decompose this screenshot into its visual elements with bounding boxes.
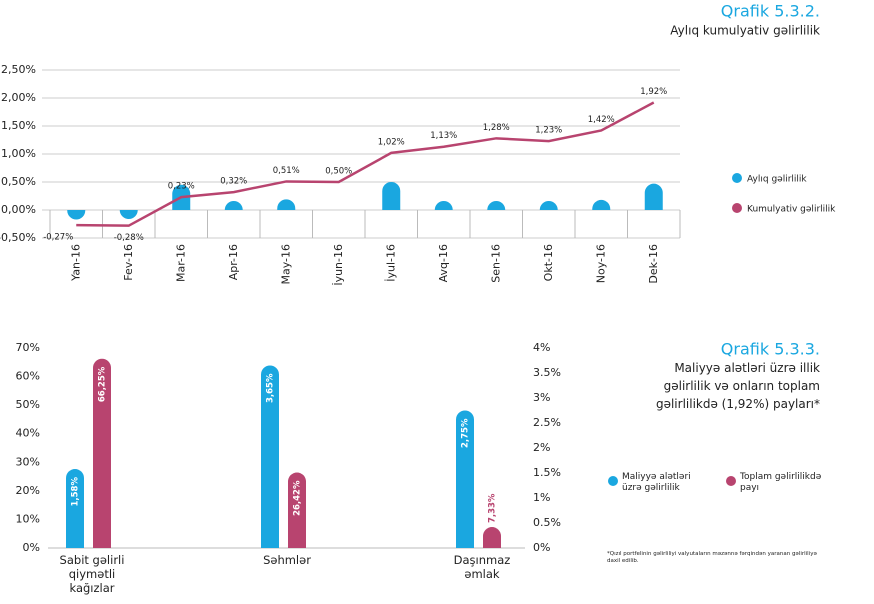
x-tick-label: Noy-16	[594, 244, 607, 283]
x-tick-label: Mar-16	[174, 244, 187, 282]
y-tick-label: 1,00%	[1, 147, 36, 160]
x-tick-label: Apr-16	[227, 244, 240, 280]
data-label: 0,23%	[168, 182, 195, 192]
bar	[119, 210, 138, 219]
x-tick-label: Okt-16	[542, 244, 555, 281]
x-tick-label: Sen-16	[489, 244, 502, 283]
data-label: 0,32%	[220, 177, 247, 187]
y-tick-label: 60%	[16, 370, 40, 383]
y2-tick-label: 1.5%	[533, 466, 561, 479]
y-tick-label: 0,00%	[1, 203, 36, 216]
bar	[487, 201, 506, 210]
y-tick-label: 10%	[16, 512, 40, 525]
x-tick-label: Avq-16	[437, 244, 450, 282]
bar	[93, 358, 111, 548]
legend-label: Kumulyativ gəlirlilik	[747, 205, 836, 215]
legend-marker	[726, 476, 736, 486]
data-label: 1,23%	[535, 126, 562, 136]
y2-tick-label: 2%	[533, 441, 550, 454]
y-tick-label: 0,50%	[1, 175, 36, 188]
chart-title: Qrafik 5.3.2.	[721, 2, 820, 21]
x-tick-label: Dek-16	[647, 244, 660, 284]
bar	[224, 201, 243, 210]
y2-tick-label: 3%	[533, 391, 550, 404]
data-label: 1,58%	[71, 477, 81, 507]
bar	[456, 410, 474, 548]
data-label: 1,02%	[378, 137, 405, 147]
y-tick-label: 40%	[16, 427, 40, 440]
data-label: 1,92%	[640, 87, 667, 97]
data-label: 66,25%	[98, 366, 108, 402]
legend-label: Maliyyə alətləri üzrə gəlirlilik	[622, 472, 691, 493]
bar	[483, 527, 501, 548]
bar	[67, 210, 86, 220]
bar	[382, 182, 401, 210]
bar	[539, 201, 558, 210]
legend-marker	[732, 173, 742, 183]
x-tick-label: Yan-16	[69, 244, 82, 282]
legend-label: Aylıq gəlirlilik	[747, 175, 807, 185]
y2-tick-label: 4%	[533, 341, 550, 354]
chart-title: Qrafik 5.3.3.	[721, 340, 820, 359]
bar	[288, 472, 306, 548]
x-tick-label: Səhmlər	[263, 553, 311, 567]
data-label: -0,28%	[114, 233, 144, 243]
data-label: 1,28%	[483, 123, 510, 133]
data-label: 0,51%	[273, 166, 300, 176]
legend-label: Toplam gəlirlilikdə payı	[740, 472, 822, 493]
x-tick-label: May-16	[279, 244, 292, 285]
footnote: *Qızıl portfelinin gəlirliliyi valyutala…	[607, 551, 817, 564]
y-tick-label: 70%	[16, 341, 40, 354]
bar	[66, 469, 84, 548]
y-tick-label: 30%	[16, 455, 40, 468]
y2-tick-label: 2.5%	[533, 416, 561, 429]
y-tick-label: -0,50%	[0, 231, 36, 244]
y2-tick-label: 3.5%	[533, 366, 561, 379]
data-label: 1,42%	[588, 115, 615, 125]
bar	[277, 199, 296, 210]
y-tick-label: 50%	[16, 398, 40, 411]
line	[76, 101, 655, 227]
chart-subtitle: Maliyyə alətləri üzrə illik gəlirlilik v…	[655, 361, 820, 411]
bar	[644, 183, 663, 210]
chart-subtitle: Aylıq kumulyativ gəlirlilik	[670, 24, 820, 38]
x-tick-label: Sabit gəlirli qiymətli kağızlar	[59, 553, 125, 595]
data-label: 3,65%	[266, 373, 276, 403]
y-tick-label: 20%	[16, 484, 40, 497]
legend-marker	[732, 203, 742, 213]
data-label: 7,33%	[488, 493, 498, 523]
data-label: 1,13%	[430, 131, 457, 141]
y-tick-label: 0%	[23, 541, 40, 554]
y2-tick-label: 0.5%	[533, 516, 561, 529]
data-label: 0,50%	[325, 167, 352, 177]
y-tick-label: 2,00%	[1, 91, 36, 104]
bar	[434, 201, 453, 210]
data-label: 26,42%	[293, 480, 303, 516]
y2-tick-label: 1%	[533, 491, 550, 504]
x-tick-label: İyul-16	[384, 244, 397, 282]
x-tick-label: Daşınmaz əmlak	[453, 553, 511, 581]
legend-marker	[608, 476, 618, 486]
y2-tick-label: 0%	[533, 541, 550, 554]
bar	[261, 365, 279, 548]
bar	[592, 199, 611, 210]
data-label: -0,27%	[43, 233, 73, 243]
x-tick-label: Fev-16	[122, 244, 135, 281]
data-label: 2,75%	[461, 418, 471, 448]
x-tick-label: İyun-16	[332, 244, 345, 286]
y-tick-label: 2,50%	[1, 63, 36, 76]
y-tick-label: 1,50%	[1, 119, 36, 132]
